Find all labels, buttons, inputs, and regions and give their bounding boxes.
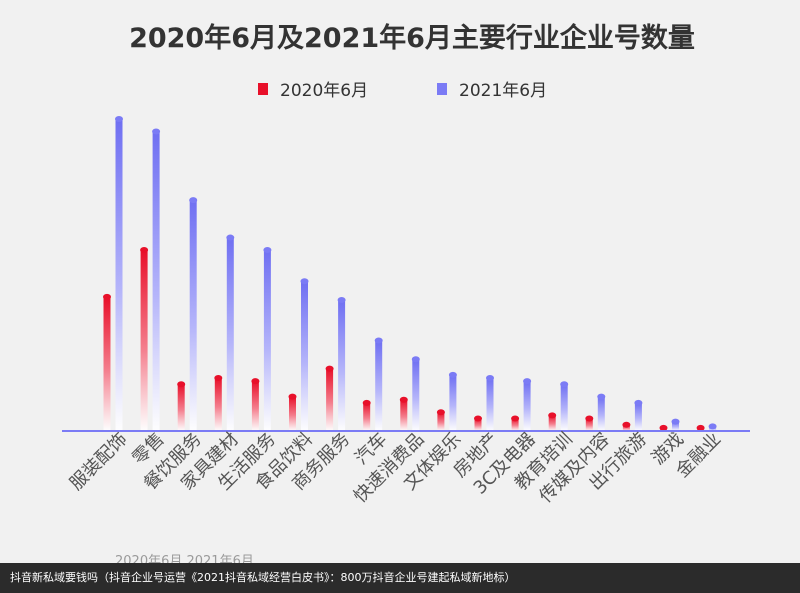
bar-2021-10 [486,377,494,431]
bar-cap-2021-14 [634,399,643,406]
bar-2020-1 [140,250,148,431]
bar-cap-2021-3 [226,234,235,241]
bar-2021-12 [560,384,568,431]
bar-cap-2021-4 [263,247,272,254]
bar-2021-1 [152,131,160,432]
bar-cap-2021-8 [411,356,420,363]
bar-cap-2020-7 [362,399,371,406]
bar-2021-7 [375,340,383,431]
bar-2021-8 [412,359,420,431]
chart-title: 2020年6月及2021年6月主要行业企业号数量 [129,22,695,54]
bar-cap-2021-7 [374,337,383,344]
bar-cap-2021-0 [115,116,123,122]
bar-cap-2020-8 [399,396,408,403]
bar-cap-2020-13 [585,415,594,422]
bar-2020-6 [326,368,334,431]
bar-2021-13 [597,396,605,431]
bar-2020-3 [214,377,222,431]
bar-cap-2020-6 [325,365,334,372]
bar-cap-2021-16 [708,423,717,430]
bar-cap-2021-9 [448,371,457,378]
bar-cap-2020-14 [622,421,631,428]
bar-cap-2021-11 [523,378,532,385]
bar-2021-3 [226,237,234,431]
bar-cap-2021-6 [337,296,346,303]
bar-2020-7 [363,402,371,431]
bar-2020-9 [437,412,445,431]
bar-2020-10 [474,418,482,431]
x-tick-label-0: 服装配饰 [66,429,132,495]
bar-cap-2020-10 [474,415,482,422]
bar-2020-5 [289,396,296,431]
bar-cap-2020-15 [659,424,668,431]
legend-swatch-2021 [437,83,447,95]
bar-2020-11 [511,418,519,431]
legend: 2020年6月 2021年6月 [258,81,547,101]
bar-2021-4 [263,250,271,431]
bar-cap-2021-5 [300,278,309,285]
bars-group [103,116,717,432]
bar-2021-14 [634,402,642,431]
bar-2020-8 [400,399,408,431]
bar-cap-2021-10 [486,374,494,381]
bar-cap-2020-11 [511,415,520,422]
caption-bar: 抖音新私域要钱吗（抖音企业号运营《2021抖音私域经营白皮书》：800万抖音企业… [0,563,800,593]
legend-swatch-2020 [258,83,268,95]
bar-2021-2 [189,200,197,431]
bar-2021-5 [301,281,308,431]
bar-2021-0 [115,119,123,431]
bar-2020-13 [585,418,593,431]
bar-cap-2020-2 [177,381,186,388]
bar-2020-4 [251,381,259,431]
bar-cap-2021-2 [189,197,198,204]
bar-2020-14 [622,424,630,431]
bar-cap-2020-5 [288,393,297,400]
x-tick-labels: 服装配饰零售餐饮服务家具建材生活服务食品饮料商务服务汽车快速消费品文体娱乐房地产… [66,429,725,507]
bar-2020-2 [177,384,185,431]
legend-label-2020: 2020年6月 [280,81,368,101]
legend-label-2021: 2021年6月 [459,81,547,101]
bar-2021-11 [523,381,531,431]
bar-2021-15 [672,421,679,431]
partial-hidden-text: 2020年6月 2021年6月 [115,554,254,563]
bar-cap-2020-1 [140,247,149,254]
caption-text: 抖音新私域要钱吗（抖音企业号运营《2021抖音私域经营白皮书》：800万抖音企业… [10,571,516,584]
bar-cap-2020-3 [214,374,223,381]
bar-2020-0 [103,296,111,431]
bar-2021-9 [449,374,457,431]
bar-2020-12 [548,415,556,431]
bar-cap-2021-12 [560,381,569,388]
bar-cap-2020-0 [103,293,111,300]
bar-cap-2021-15 [671,418,680,425]
bar-cap-2020-12 [548,412,557,419]
bar-cap-2020-4 [251,378,260,385]
bar-cap-2021-1 [152,128,161,135]
bar-cap-2021-13 [597,393,606,400]
bar-cap-2020-9 [436,409,445,416]
bar-2021-6 [338,299,346,431]
bar-cap-2020-16 [696,424,705,431]
bar-chart: 2020年6月及2021年6月主要行业企业号数量 2020年6月 2021年6月… [62,22,750,507]
